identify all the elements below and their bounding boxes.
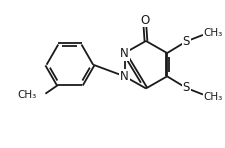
Text: N: N (120, 47, 129, 59)
Text: N: N (120, 70, 129, 83)
Text: CH₃: CH₃ (204, 92, 223, 102)
Text: S: S (182, 81, 190, 94)
Text: CH₃: CH₃ (204, 28, 223, 38)
Text: S: S (182, 35, 190, 48)
Text: CH₃: CH₃ (17, 90, 37, 100)
Text: O: O (140, 13, 149, 26)
